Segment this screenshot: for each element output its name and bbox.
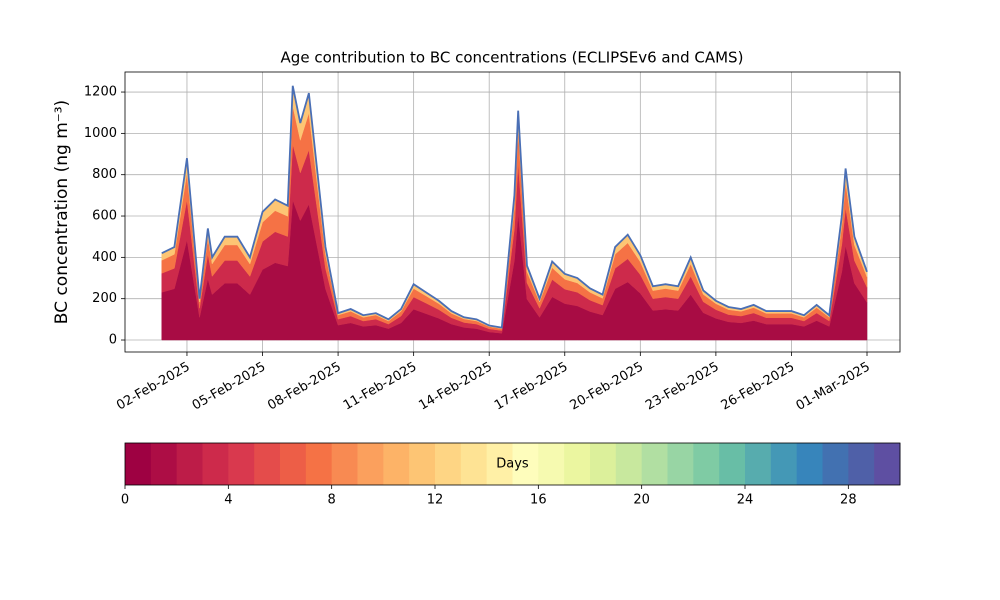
colorbar-tick-label: 0 bbox=[121, 493, 129, 508]
chart-title: Age contribution to BC concentrations (E… bbox=[281, 49, 744, 67]
colorbar-cell bbox=[745, 443, 772, 485]
colorbar-tick-label: 16 bbox=[530, 493, 547, 508]
y-tick-label: 0 bbox=[109, 333, 117, 348]
colorbar-tick-label: 24 bbox=[737, 493, 754, 508]
y-axis-label: BC concentration (ng m⁻³) bbox=[52, 100, 72, 324]
colorbar-cell bbox=[615, 443, 643, 485]
colorbar-cell bbox=[228, 443, 255, 485]
colorbar-cell bbox=[822, 443, 849, 485]
x-tick-label: 14-Feb-2025 bbox=[416, 360, 495, 414]
colorbar-cell bbox=[590, 443, 617, 485]
colorbar-cell bbox=[796, 443, 823, 485]
colorbar-cell bbox=[357, 443, 384, 485]
colorbar-frame bbox=[124, 442, 901, 486]
x-tick-label: 08-Feb-2025 bbox=[265, 360, 344, 414]
y-tick-label: 600 bbox=[92, 209, 117, 224]
colorbar-cell bbox=[693, 443, 720, 485]
colorbar-tick-label: 20 bbox=[633, 493, 650, 508]
y-tick-label: 1200 bbox=[84, 85, 117, 100]
colorbar-cell bbox=[280, 443, 307, 485]
colorbar-cell bbox=[435, 443, 462, 485]
x-tick-label: 26-Feb-2025 bbox=[719, 360, 798, 414]
x-tick-label: 02-Feb-2025 bbox=[114, 360, 193, 414]
colorbar-cell bbox=[409, 443, 436, 485]
colorbar-cell bbox=[641, 443, 668, 485]
x-tick-label: 11-Feb-2025 bbox=[341, 360, 420, 414]
colorbar-tick-label: 12 bbox=[427, 493, 444, 508]
colorbar-cell bbox=[150, 443, 178, 485]
y-tick-label: 400 bbox=[92, 250, 117, 265]
colorbar-cell bbox=[176, 443, 203, 485]
x-tick-label: 23-Feb-2025 bbox=[643, 360, 722, 414]
x-tick-label: 01-Mar-2025 bbox=[794, 360, 873, 414]
y-tick-label: 1000 bbox=[84, 126, 117, 141]
x-tick-label: 05-Feb-2025 bbox=[190, 360, 269, 414]
x-tick-label: 17-Feb-2025 bbox=[492, 360, 571, 414]
outline bbox=[161, 85, 868, 329]
colorbar-cell bbox=[512, 443, 539, 485]
colorbar-cell bbox=[719, 443, 746, 485]
colorbar-tick-label: 4 bbox=[224, 493, 232, 508]
colorbar-cell bbox=[460, 443, 488, 485]
colorbar-cell bbox=[202, 443, 229, 485]
colorbar-cell bbox=[125, 443, 152, 485]
colorbar-cell bbox=[331, 443, 358, 485]
colorbar-tick-label: 8 bbox=[328, 493, 336, 508]
y-tick-label: 800 bbox=[92, 167, 117, 182]
y-tick-label: 200 bbox=[92, 291, 117, 306]
colorbar-cell bbox=[254, 443, 281, 485]
colorbar-tick-label: 28 bbox=[840, 493, 857, 508]
colorbar-cell bbox=[770, 443, 798, 485]
colorbar-cell bbox=[667, 443, 694, 485]
colorbar-cell bbox=[383, 443, 410, 485]
colorbar-cell bbox=[564, 443, 591, 485]
x-tick-label: 20-Feb-2025 bbox=[568, 360, 647, 414]
plot-frame bbox=[124, 71, 901, 353]
colorbar-cell bbox=[486, 443, 513, 485]
colorbar-cell bbox=[848, 443, 875, 485]
colorbar-cell bbox=[305, 443, 333, 485]
colorbar-label: Days bbox=[496, 457, 529, 472]
colorbar-cell bbox=[538, 443, 565, 485]
colorbar-cell bbox=[874, 443, 901, 485]
